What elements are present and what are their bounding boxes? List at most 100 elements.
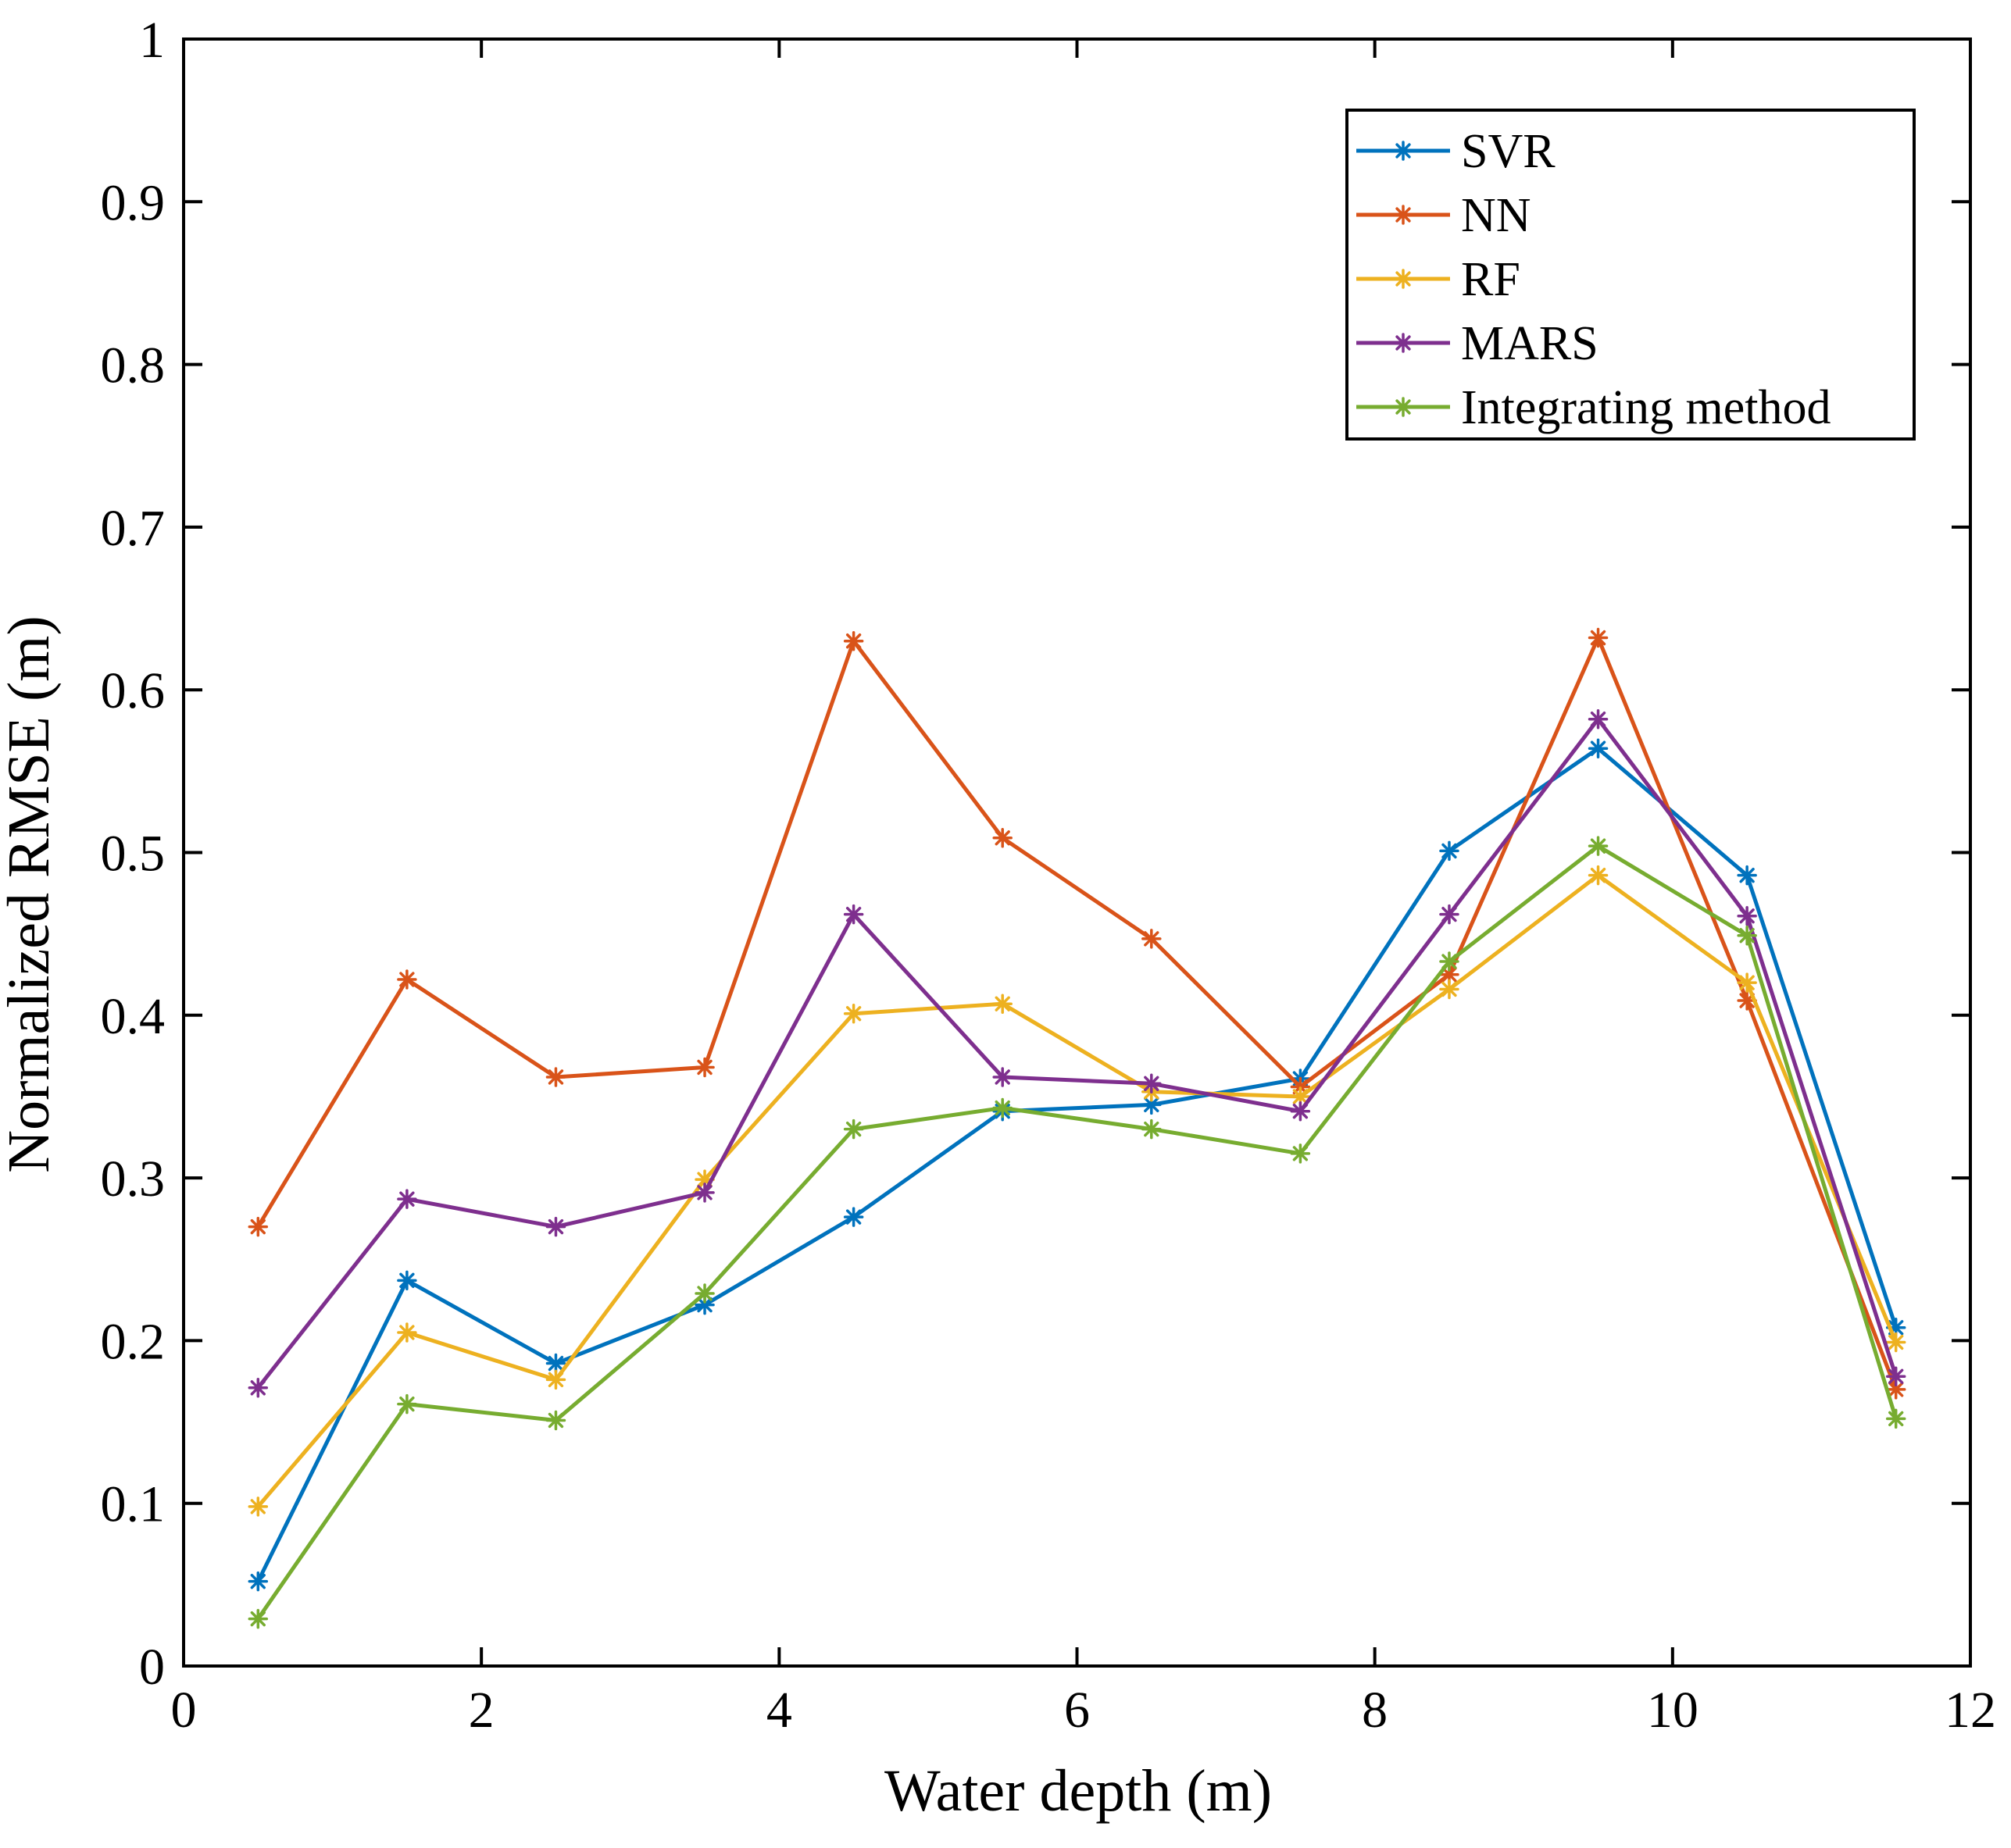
legend: SVR NN RF MARS Integrating method	[1345, 109, 1916, 441]
series-svr	[248, 738, 1906, 1592]
data-point-mars	[1885, 1366, 1906, 1386]
data-point-integrating-method	[1290, 1143, 1311, 1164]
data-point-mars	[1439, 904, 1459, 925]
marker-stroke	[995, 830, 1010, 846]
series-rf	[248, 865, 1906, 1517]
series-line-mars	[256, 717, 1898, 1390]
legend-label: NN	[1461, 189, 1531, 242]
data-point-mars	[397, 1189, 417, 1209]
data-point-rf	[1588, 865, 1609, 886]
series-line-svr	[256, 746, 1898, 1582]
y-tick-label: 0.4	[101, 988, 166, 1045]
data-point-integrating-method	[843, 1118, 864, 1140]
x-tick-label: 4	[766, 1682, 792, 1739]
marker-stroke	[1590, 838, 1606, 854]
data-point-nn	[1141, 929, 1162, 949]
marker-stroke	[1739, 928, 1755, 944]
marker-stroke	[250, 1380, 266, 1396]
series-mars	[248, 708, 1906, 1398]
marker-stroke	[995, 1069, 1010, 1085]
series-line-rf	[256, 873, 1898, 1508]
data-point-integrating-method	[1885, 1408, 1906, 1429]
marker-stroke	[1292, 1104, 1309, 1119]
marker-stroke	[1395, 143, 1411, 159]
x-tick-label: 10	[1647, 1682, 1698, 1739]
legend-marker	[1393, 333, 1413, 353]
data-point-integrating-method	[1439, 951, 1459, 972]
marker-stroke	[399, 1396, 415, 1412]
legend-marker	[1393, 141, 1413, 161]
data-point-mars	[992, 1067, 1013, 1087]
legend-item-svr: SVR	[1356, 125, 1556, 178]
legend-label: Integrating method	[1461, 381, 1831, 434]
marker-stroke	[1590, 630, 1606, 646]
data-point-svr	[248, 1571, 269, 1592]
legend-label: MARS	[1461, 317, 1598, 370]
marker-stroke	[399, 1272, 415, 1288]
data-point-svr	[843, 1207, 864, 1227]
marker-stroke	[1395, 271, 1411, 287]
x-tick-label: 0	[171, 1682, 197, 1739]
legend-marker	[1393, 397, 1413, 417]
legend-box	[1345, 109, 1916, 441]
data-point-nn	[1588, 627, 1609, 648]
legend-item-nn: NN	[1356, 189, 1531, 242]
marker-stroke	[845, 1006, 862, 1022]
marker-stroke	[250, 1499, 266, 1514]
data-point-rf	[992, 994, 1013, 1014]
marker-stroke	[1888, 1368, 1904, 1384]
y-tick-label: 0.3	[101, 1151, 166, 1208]
marker-stroke	[1739, 908, 1755, 924]
data-point-mars	[545, 1216, 566, 1237]
marker-stroke	[697, 1297, 713, 1313]
y-tick-label: 0.1	[101, 1476, 166, 1533]
data-point-svr	[1588, 738, 1609, 758]
data-point-nn	[397, 969, 417, 990]
marker-stroke	[548, 1069, 564, 1085]
data-point-svr	[1439, 840, 1459, 862]
marker-stroke	[845, 633, 862, 649]
marker-stroke	[697, 1172, 713, 1187]
marker-stroke	[697, 1059, 713, 1076]
legend-marker	[1393, 269, 1413, 289]
data-point-nn	[695, 1057, 715, 1078]
series-line-nn	[256, 636, 1898, 1390]
data-point-integrating-method	[248, 1608, 269, 1629]
data-point-integrating-method	[1737, 925, 1757, 946]
marker-stroke	[548, 1372, 564, 1388]
series-lines	[248, 627, 1906, 1629]
legend-marker	[1393, 205, 1413, 225]
data-point-rf	[397, 1322, 417, 1343]
data-point-integrating-method	[1588, 836, 1609, 856]
data-point-rf	[1885, 1332, 1906, 1353]
data-point-nn	[248, 1216, 269, 1237]
data-point-mars	[695, 1183, 715, 1203]
axes-frame	[182, 37, 1972, 1668]
marker-stroke	[1441, 906, 1457, 922]
data-point-mars	[1141, 1073, 1162, 1094]
y-tick-label: 0.8	[101, 337, 166, 394]
data-point-rf	[1439, 979, 1459, 1000]
marker-stroke	[1144, 931, 1159, 947]
marker-stroke	[1144, 1097, 1159, 1113]
axes-box	[182, 37, 1972, 1668]
data-point-svr	[545, 1353, 566, 1374]
data-point-rf	[248, 1497, 269, 1517]
x-tick-label: 8	[1362, 1682, 1388, 1739]
data-point-mars	[843, 904, 864, 925]
marker-stroke	[1441, 981, 1457, 997]
data-point-integrating-method	[992, 1097, 1013, 1118]
marker-stroke	[1292, 1089, 1309, 1104]
marker-stroke	[1590, 712, 1606, 727]
y-tick-label: 0.5	[101, 826, 166, 883]
legend-item-rf: RF	[1356, 253, 1520, 306]
y-tick-label: 0.7	[101, 500, 166, 557]
data-point-integrating-method	[545, 1410, 566, 1431]
data-point-integrating-method	[397, 1393, 417, 1415]
data-point-svr	[695, 1294, 715, 1315]
marker-stroke	[399, 972, 415, 987]
marker-stroke	[399, 1325, 415, 1340]
y-axis-title: Normalized RMSE (m)	[0, 615, 62, 1172]
marker-stroke	[1144, 1076, 1159, 1091]
legend-label: RF	[1461, 253, 1520, 306]
